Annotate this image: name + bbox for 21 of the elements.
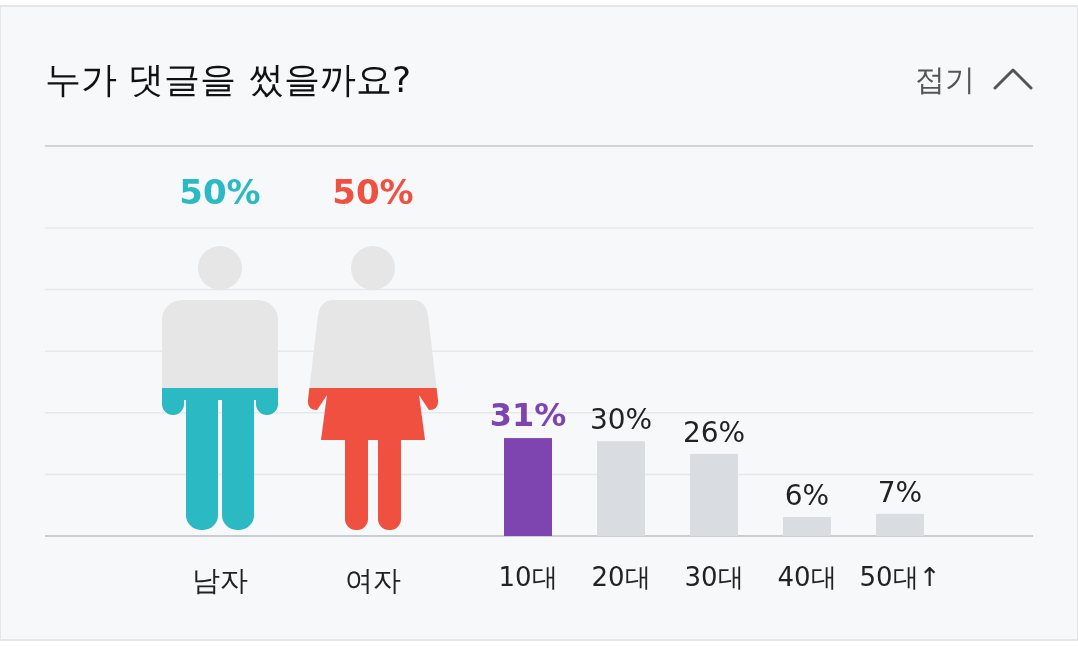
x-tick-label: 30대 [684,562,744,592]
data-label: 30% [589,403,653,437]
bar [690,453,738,536]
x-tick-label: 10대 [498,562,558,592]
data-label: 6% [784,479,830,513]
x-tick-label: 40대 [777,562,837,592]
bar [783,517,831,536]
data-label: 50% [179,172,261,212]
data-label: 26% [682,415,746,449]
bar [597,441,645,536]
bar [876,513,924,536]
x-tick-label: 20대 [591,562,651,592]
text: 누가 댓글을 썼을까요? [45,59,411,100]
data-label: 50% [332,172,414,212]
bar [504,438,552,536]
data-label: 31% [489,396,567,435]
data-label: 7% [877,475,923,509]
x-tick-label: 50대↑ [859,562,941,592]
category-label: 남자 [192,564,248,597]
text: 접기 [915,62,975,97]
category-label: 여자 [345,564,401,597]
